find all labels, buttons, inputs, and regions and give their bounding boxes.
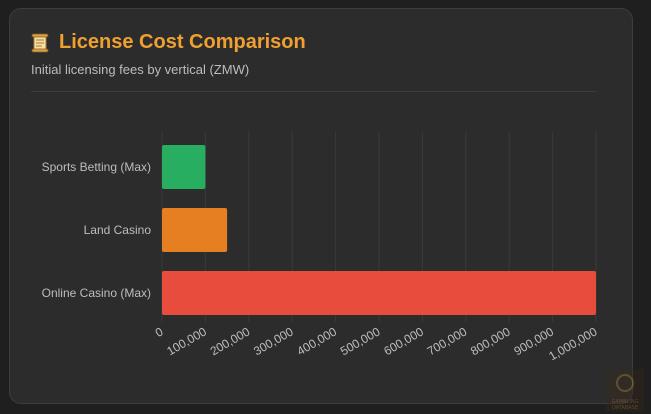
x-tick-label: 100,000: [164, 324, 209, 358]
x-tick-label: 400,000: [295, 324, 340, 358]
bar-online-casino-max[interactable]: [162, 271, 596, 315]
x-tick-label: 700,000: [425, 324, 470, 358]
watermark-text: GAMBLING: [612, 399, 639, 405]
x-tick-label: 200,000: [208, 324, 253, 358]
x-tick-label: 0: [153, 324, 166, 340]
header-divider: [31, 91, 596, 92]
chart-card: [9, 8, 633, 404]
svg-text:DATABASE: DATABASE: [612, 405, 638, 411]
chart-subtitle: Initial licensing fees by vertical (ZMW): [31, 62, 250, 77]
x-tick-label: 500,000: [338, 324, 383, 358]
category-label: Land Casino: [84, 223, 152, 237]
chart-title: License Cost Comparison: [31, 31, 306, 54]
scroll-icon: [31, 33, 49, 52]
x-tick-label: 600,000: [381, 324, 426, 358]
category-label: Sports Betting (Max): [42, 160, 151, 174]
x-tick-label: 800,000: [468, 324, 513, 358]
bar-sports-betting-max[interactable]: [162, 145, 206, 189]
bar-land-casino[interactable]: [162, 208, 228, 252]
x-tick-label: 1,000,000: [546, 324, 600, 363]
gaming-database-logo: GAMBLING DATABASE: [606, 369, 644, 411]
chart-title-text: License Cost Comparison: [59, 31, 306, 53]
x-tick-label: 300,000: [251, 324, 296, 358]
category-label: Online Casino (Max): [42, 286, 151, 300]
